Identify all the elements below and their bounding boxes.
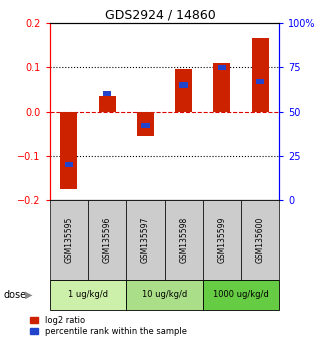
Bar <box>126 280 203 310</box>
Text: GSM135599: GSM135599 <box>217 217 226 263</box>
Text: dose: dose <box>3 290 26 300</box>
Legend: log2 ratio, percentile rank within the sample: log2 ratio, percentile rank within the s… <box>30 316 187 336</box>
Bar <box>241 200 279 280</box>
Bar <box>60 112 77 189</box>
Bar <box>88 200 126 280</box>
Bar <box>252 39 269 112</box>
Bar <box>141 123 150 128</box>
Bar <box>256 79 265 84</box>
Bar <box>65 162 73 167</box>
Bar <box>213 63 230 112</box>
Bar <box>137 112 154 136</box>
Bar <box>203 280 279 310</box>
Text: 1000 ug/kg/d: 1000 ug/kg/d <box>213 290 269 299</box>
Text: GSM135600: GSM135600 <box>256 217 265 263</box>
Text: 1 ug/kg/d: 1 ug/kg/d <box>68 290 108 299</box>
Text: GSM135595: GSM135595 <box>65 217 74 263</box>
Bar <box>103 91 111 96</box>
Text: GSM135596: GSM135596 <box>103 217 112 263</box>
Bar <box>218 64 226 70</box>
Bar <box>99 96 116 112</box>
Bar <box>164 200 203 280</box>
Bar <box>50 200 88 280</box>
Text: ▶: ▶ <box>25 290 33 300</box>
Text: GSM135598: GSM135598 <box>179 217 188 263</box>
Bar <box>179 82 188 88</box>
Text: GDS2924 / 14860: GDS2924 / 14860 <box>105 9 216 22</box>
Bar <box>203 200 241 280</box>
Bar <box>126 200 164 280</box>
Text: 10 ug/kg/d: 10 ug/kg/d <box>142 290 187 299</box>
Text: GSM135597: GSM135597 <box>141 217 150 263</box>
Bar <box>175 69 192 112</box>
Bar <box>50 280 126 310</box>
